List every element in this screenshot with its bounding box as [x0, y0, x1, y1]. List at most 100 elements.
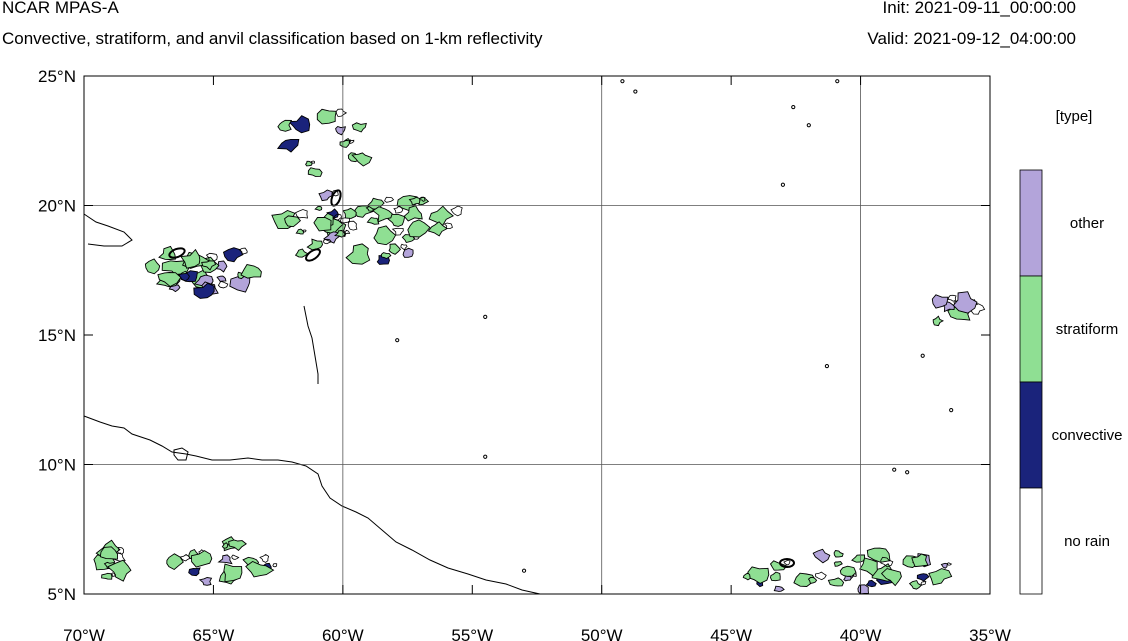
lat-tick-label: 5°N — [47, 585, 76, 604]
precip-cell-greater-antilles-cluster — [193, 282, 215, 299]
precip-cell-south-america-cluster — [191, 550, 213, 568]
legend-label: no rain — [1064, 533, 1110, 550]
precip-cell-itcz-band-cluster — [773, 585, 785, 592]
precip-cell-northern-scattered-cells — [276, 138, 300, 153]
lat-tick-label: 20°N — [38, 197, 76, 216]
precip-cell-greater-antilles-cluster — [144, 258, 161, 275]
precip-cell-lesser-antilles-cluster — [427, 221, 448, 237]
isolated-cell — [949, 408, 954, 413]
precip-cell-south-america-cluster — [221, 542, 229, 549]
precip-cell-northern-scattered-cells — [351, 152, 373, 167]
isolated-cell — [905, 470, 910, 475]
precip-cell-greater-antilles-cluster — [201, 260, 217, 271]
precip-cell-south-america-cluster — [198, 577, 213, 586]
precip-cell-lesser-antilles-cluster — [323, 231, 340, 244]
precip-contour-lesser-antilles-cluster — [343, 229, 351, 235]
precip-contour-lesser-antilles-cluster — [391, 227, 404, 236]
precip-cell-northern-scattered-cells — [339, 139, 350, 148]
plot-subtitle: Convective, stratiform, and anvil classi… — [2, 29, 543, 48]
trinidad-coastline — [173, 447, 189, 461]
precip-contour-lesser-antilles-cluster — [393, 205, 404, 214]
precip-contour-northern-scattered-cells — [348, 139, 355, 144]
precip-cell-itcz-band-cluster — [812, 548, 831, 564]
precip-cell-lesser-antilles-cluster — [387, 213, 406, 227]
legend-label: other — [1070, 215, 1104, 232]
isolated-cell — [395, 338, 400, 343]
legend-swatch-stratiform — [1019, 275, 1043, 383]
lon-tick-label: 35°W — [969, 626, 1011, 641]
axis-ticks — [83, 75, 991, 595]
precip-cell-lesser-antilles-cluster — [318, 189, 333, 202]
island-outline-2 — [305, 248, 321, 262]
precip-cell-itcz-band-cluster — [827, 577, 845, 587]
model-name: NCAR MPAS-A — [2, 0, 119, 17]
precip-contour-southwest-edge-cells — [111, 572, 116, 577]
lon-tick-label: 45°W — [710, 626, 752, 641]
legend-swatch-convective — [1019, 381, 1043, 489]
lat-tick-label: 25°N — [38, 67, 76, 86]
lat-tick-label: 15°N — [38, 326, 76, 345]
precip-contour-itcz-band-cluster — [947, 562, 953, 566]
precip-cell-itcz-band-cluster — [807, 577, 818, 585]
precip-contour-south-america-cluster — [179, 554, 191, 562]
precip-cell-itcz-band-cluster — [851, 554, 866, 563]
precip-cell-lesser-antilles-cluster — [407, 219, 431, 238]
south-america-coastline — [83, 415, 541, 595]
precip-cell-itcz-band-cluster — [859, 557, 878, 577]
island-outline-1 — [168, 247, 186, 259]
precip-cell-eastern-cells — [952, 291, 978, 314]
latitude-labels: 25°N 20°N 15°N 10°N 5°N — [38, 67, 76, 604]
precip-cell-south-america-cluster — [217, 554, 233, 565]
precip-cell-itcz-band-cluster — [833, 561, 843, 567]
precip-cell-south-america-cluster — [245, 560, 275, 578]
island-outline-4 — [779, 558, 795, 568]
isolated-cell — [521, 568, 527, 573]
precip-cell-lesser-antilles-cluster — [314, 205, 323, 211]
lon-tick-label: 60°W — [322, 626, 364, 641]
precip-cell-lesser-antilles-cluster — [428, 205, 455, 226]
isolated-cell — [633, 89, 638, 94]
precip-cell-greater-antilles-cluster — [158, 245, 177, 260]
isolated-cell — [806, 123, 811, 128]
precip-contour-lesser-antilles-cluster — [450, 205, 463, 217]
precip-cell-itcz-band-cluster — [865, 579, 877, 588]
precip-cell-itcz-band-cluster — [908, 580, 923, 590]
precip-cell-south-america-cluster — [166, 553, 184, 571]
precip-cell-itcz-band-cluster — [911, 553, 929, 568]
precip-contour-lesser-antilles-cluster — [294, 209, 308, 219]
precip-contour-greater-antilles-cluster — [217, 281, 229, 289]
lesser-antilles-arc — [303, 305, 319, 384]
lon-tick-label: 65°W — [193, 626, 235, 641]
precip-cell-southwest-edge-cells — [99, 546, 118, 560]
precip-cell-south-america-cluster — [228, 539, 247, 552]
precip-cell-eastern-cells — [931, 294, 949, 309]
precip-contour-lesser-antilles-cluster — [322, 238, 332, 245]
precip-cell-lesser-antilles-cluster — [284, 215, 302, 228]
legend-label: convective — [1052, 427, 1123, 444]
precip-cell-lesser-antilles-cluster — [373, 225, 397, 246]
lon-tick-label: 40°W — [840, 626, 882, 641]
legend-label: stratiform — [1056, 321, 1119, 338]
precip-cell-greater-antilles-cluster — [180, 248, 201, 269]
legend-swatch-no-rain — [1019, 487, 1043, 595]
precip-cell-itcz-band-cluster — [833, 550, 844, 558]
isolated-cell — [791, 104, 796, 110]
precip-contour-eastern-cells — [947, 294, 957, 302]
precip-cell-south-america-cluster — [223, 563, 243, 583]
precip-cell-itcz-band-cluster — [866, 547, 891, 563]
precip-contour-south-america-cluster — [272, 563, 278, 568]
isolated-cell — [835, 79, 840, 84]
precip-contour-lesser-antilles-cluster — [384, 196, 395, 203]
precip-contour-greater-antilles-cluster — [205, 252, 218, 262]
precip-cell-itcz-band-cluster — [770, 571, 781, 582]
precip-contour-lesser-antilles-cluster — [419, 196, 426, 202]
precip-cell-lesser-antilles-cluster — [408, 196, 421, 206]
precip-cell-lesser-antilles-cluster — [388, 243, 402, 255]
valid-time: Valid: 2021-09-12_04:00:00 — [867, 29, 1076, 48]
precip-cell-greater-antilles-cluster — [157, 272, 182, 288]
precip-cell-itcz-band-cluster — [940, 562, 948, 569]
precip-contour-lesser-antilles-cluster — [347, 220, 358, 231]
lon-tick-label: 50°W — [581, 626, 623, 641]
isolated-cell — [920, 353, 925, 358]
